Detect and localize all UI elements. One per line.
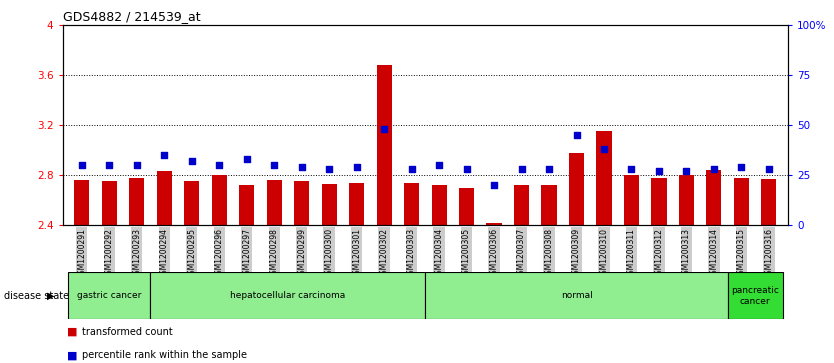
Bar xyxy=(267,180,282,225)
Text: pancreatic
cancer: pancreatic cancer xyxy=(731,286,779,306)
Point xyxy=(378,126,391,132)
Text: percentile rank within the sample: percentile rank within the sample xyxy=(82,350,247,360)
Bar xyxy=(651,178,666,225)
Text: ■: ■ xyxy=(67,350,78,360)
Text: hepatocellular carcinoma: hepatocellular carcinoma xyxy=(230,291,345,300)
Bar xyxy=(734,178,749,225)
Point xyxy=(323,166,336,172)
Bar xyxy=(706,170,721,225)
Text: gastric cancer: gastric cancer xyxy=(77,291,142,300)
Bar xyxy=(239,185,254,225)
Bar xyxy=(294,182,309,225)
Point xyxy=(185,158,198,164)
Point xyxy=(597,146,610,152)
Bar xyxy=(596,131,611,225)
Text: GDS4882 / 214539_at: GDS4882 / 214539_at xyxy=(63,10,200,23)
Bar xyxy=(486,223,501,225)
Point xyxy=(295,164,309,170)
Point xyxy=(652,168,666,174)
Text: normal: normal xyxy=(560,291,592,300)
Bar xyxy=(624,175,639,225)
Point xyxy=(460,166,473,172)
Bar xyxy=(679,175,694,225)
Text: disease state: disease state xyxy=(4,291,69,301)
Bar xyxy=(129,178,144,225)
Point xyxy=(213,162,226,168)
Bar xyxy=(425,272,727,319)
Bar xyxy=(431,185,447,225)
Point xyxy=(405,166,419,172)
Bar xyxy=(212,175,227,225)
Point xyxy=(432,162,445,168)
Bar xyxy=(102,182,117,225)
Bar xyxy=(569,153,584,225)
Point xyxy=(75,162,88,168)
Text: transformed count: transformed count xyxy=(82,327,173,337)
Point xyxy=(240,156,254,162)
Bar xyxy=(74,180,89,225)
Point xyxy=(625,166,638,172)
Bar xyxy=(150,272,425,319)
Point xyxy=(268,162,281,168)
Point xyxy=(707,166,721,172)
Point xyxy=(515,166,528,172)
Point xyxy=(103,162,116,168)
Point xyxy=(570,132,583,138)
Bar xyxy=(727,272,782,319)
Bar xyxy=(459,188,474,225)
Bar xyxy=(349,183,364,225)
Point xyxy=(487,182,500,188)
Point xyxy=(735,164,748,170)
Bar xyxy=(68,272,150,319)
Point xyxy=(350,164,364,170)
Text: ▶: ▶ xyxy=(47,291,54,301)
Point xyxy=(130,162,143,168)
Point xyxy=(762,166,776,172)
Bar xyxy=(404,183,420,225)
Bar xyxy=(377,65,392,225)
Bar xyxy=(322,184,337,225)
Bar xyxy=(541,185,556,225)
Point xyxy=(680,168,693,174)
Bar xyxy=(761,179,776,225)
Bar xyxy=(184,182,199,225)
Point xyxy=(158,152,171,158)
Bar xyxy=(514,185,529,225)
Text: ■: ■ xyxy=(67,327,78,337)
Bar xyxy=(157,171,172,225)
Point xyxy=(542,166,555,172)
